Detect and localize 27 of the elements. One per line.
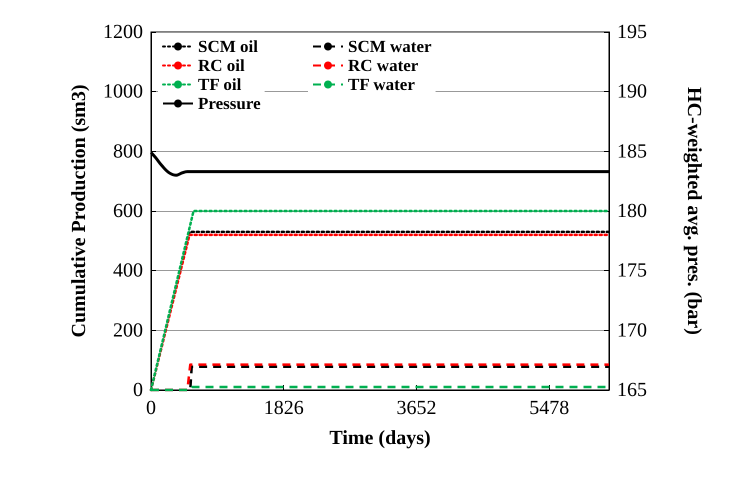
legend-label: RC oil xyxy=(198,56,246,75)
y2-tick-label: 185 xyxy=(617,140,647,162)
y-tick-label: 1200 xyxy=(103,21,143,43)
y2-tick-label: 175 xyxy=(617,260,647,282)
y-axis-title: Cumulative Production (sm3) xyxy=(68,84,90,338)
x-tick-label: 1826 xyxy=(264,397,304,419)
legend-label: TF water xyxy=(348,75,416,94)
y-tick-label: 400 xyxy=(113,260,143,282)
legend-label: SCM oil xyxy=(198,37,258,56)
x-axis-title: Time (days) xyxy=(329,427,431,449)
y-tick-label: 1000 xyxy=(103,80,143,103)
x-tick-label: 5478 xyxy=(529,397,570,419)
y2-tick-label: 195 xyxy=(617,21,647,43)
y2-tick-label: 170 xyxy=(617,319,647,342)
y2-tick-label: 180 xyxy=(617,200,647,222)
y-tick-label: 200 xyxy=(113,319,143,342)
y-tick-label: 800 xyxy=(113,140,143,162)
x-tick-label: 3652 xyxy=(396,397,436,419)
y2-tick-label: 165 xyxy=(617,379,647,401)
legend-label: SCM water xyxy=(348,37,432,56)
legend-label: TF oil xyxy=(198,75,242,94)
y-tick-label: 0 xyxy=(133,379,143,401)
y2-axis-title: HC-weighted avg. pres. (bar) xyxy=(683,87,705,335)
legend-label: Pressure xyxy=(198,94,262,113)
y-tick-label: 600 xyxy=(113,200,143,222)
legend-label: RC water xyxy=(348,56,419,75)
y2-tick-label: 190 xyxy=(617,80,647,103)
